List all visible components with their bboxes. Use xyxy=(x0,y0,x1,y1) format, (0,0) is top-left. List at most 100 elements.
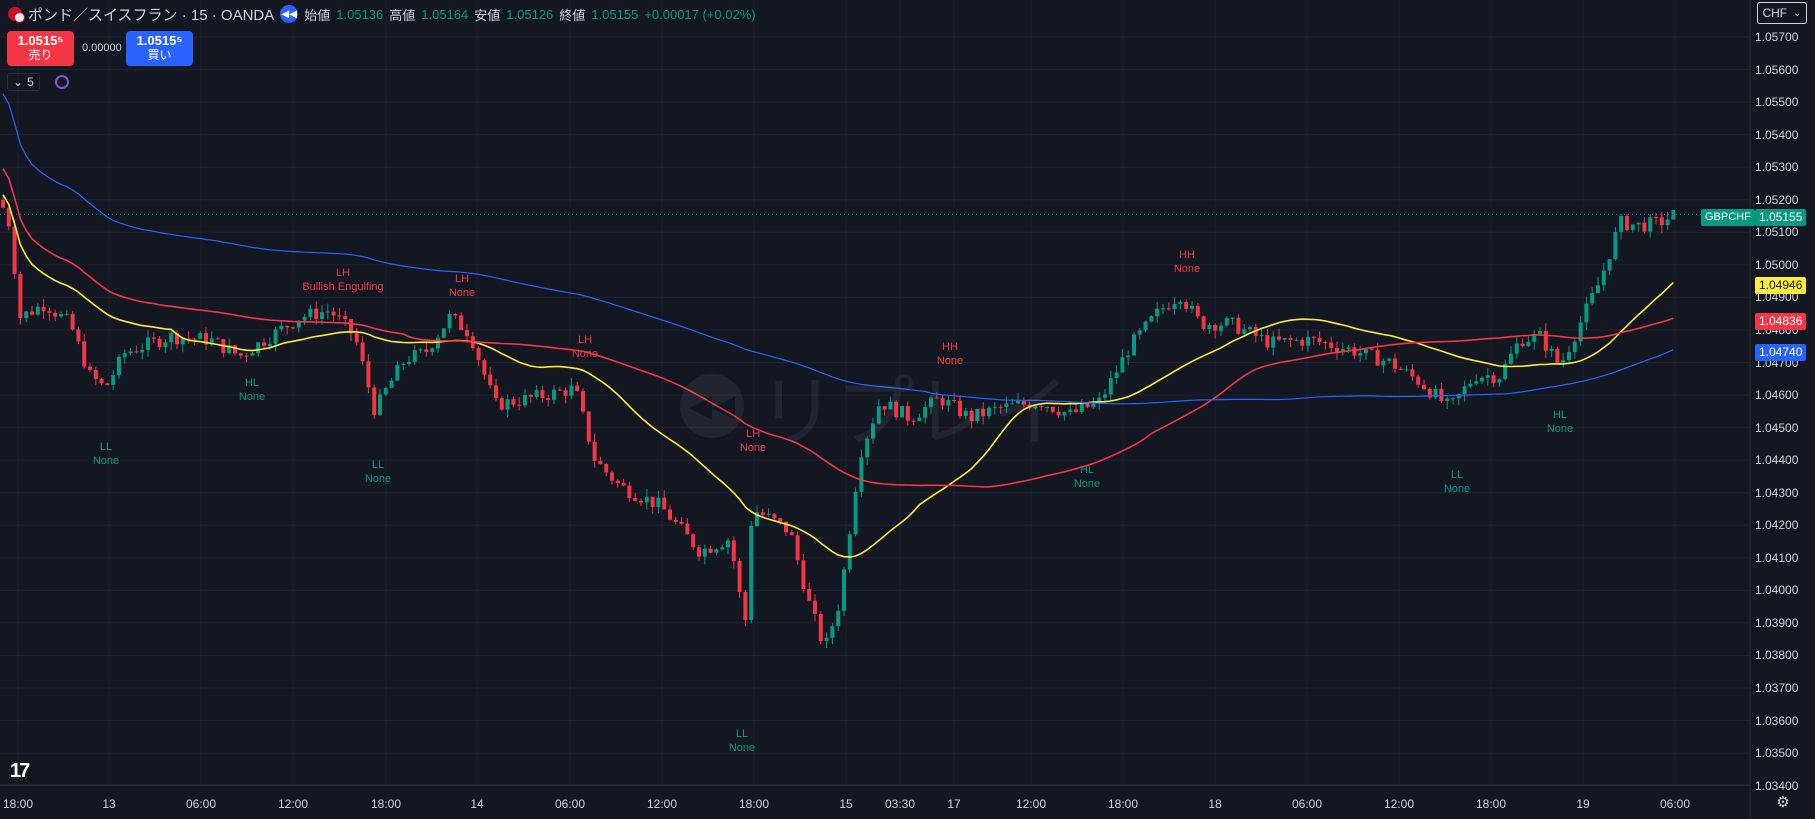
candle-body xyxy=(12,226,17,274)
swing-annotation: LL None xyxy=(728,728,756,754)
candle-body xyxy=(1155,308,1160,317)
time-axis-label: 12:00 xyxy=(1383,797,1415,811)
candle-body xyxy=(934,397,939,399)
time-axis-label: 14 xyxy=(470,797,484,811)
candle-body xyxy=(900,406,904,418)
tradingview-logo[interactable]: 17 xyxy=(10,760,30,782)
ma-blue-tag: 1.04740 xyxy=(1755,344,1807,361)
candle-body xyxy=(528,394,533,397)
candle-body xyxy=(1346,347,1351,350)
candle-body xyxy=(905,406,910,421)
candle-body xyxy=(1630,224,1635,230)
candle-body xyxy=(1352,347,1357,356)
candle-body xyxy=(842,569,846,611)
time-axis-label: 17 xyxy=(947,797,961,811)
candle-body xyxy=(430,348,435,352)
candle-body xyxy=(720,547,725,550)
candle-body xyxy=(992,406,997,408)
price-axis-label: 1.04400 xyxy=(1755,453,1799,468)
candle-body xyxy=(708,548,713,553)
candle-body xyxy=(1242,329,1247,334)
candle-body xyxy=(923,407,928,418)
candle-body xyxy=(262,342,266,347)
time-axis-label: 13 xyxy=(102,797,116,811)
indicators-toggle-button[interactable]: ⌄ 5 xyxy=(7,73,40,91)
candle-body xyxy=(1323,341,1328,343)
candle-body xyxy=(1387,358,1392,361)
candle-body xyxy=(146,337,150,350)
candle-body xyxy=(250,353,255,356)
swing-annotation: LL None xyxy=(92,441,120,467)
replay-watermark-icon: ◀◀ xyxy=(680,374,744,438)
open-label: 始値 xyxy=(304,7,331,23)
candle-body xyxy=(1439,388,1444,401)
candle-body xyxy=(894,401,899,418)
candle-body xyxy=(853,491,858,535)
candle-body xyxy=(1248,327,1252,330)
swing-annotation: HL None xyxy=(1546,409,1574,435)
candle-body xyxy=(383,387,388,395)
candle-body xyxy=(1462,386,1467,395)
swing-annotation: HH None xyxy=(1173,249,1201,275)
candle-body xyxy=(302,316,307,321)
time-axis-label: 18:00 xyxy=(2,797,34,811)
candle-body xyxy=(1137,330,1142,335)
candle-body xyxy=(1596,285,1600,294)
candle-body xyxy=(285,325,290,328)
candle-body xyxy=(1103,394,1107,398)
time-axis-label: 18:00 xyxy=(370,797,402,811)
candle-body xyxy=(592,441,597,461)
candle-body xyxy=(1161,308,1165,310)
replay-icon[interactable]: ◀◀ xyxy=(280,5,299,23)
candle-body xyxy=(1050,406,1055,412)
candle-body xyxy=(1398,368,1403,370)
candle-body xyxy=(685,523,690,535)
time-axis-label: 06:00 xyxy=(554,797,586,811)
candle-body xyxy=(238,353,243,356)
time-axis-label: 15 xyxy=(839,797,853,811)
close-value: 1.05155 xyxy=(591,6,639,22)
candle-body xyxy=(517,404,522,406)
low-value: 1.05126 xyxy=(506,6,554,22)
symbol-price-tag: GBPCHF xyxy=(1701,209,1755,226)
candle-body xyxy=(911,420,916,422)
candle-body xyxy=(679,521,684,524)
candle-body xyxy=(1364,348,1368,354)
ma-yellow-line xyxy=(2,194,1674,558)
candle-body xyxy=(59,313,63,317)
low-label: 安値 xyxy=(474,7,501,23)
candle-body xyxy=(1143,321,1148,331)
candle-body xyxy=(668,509,672,520)
candle-body xyxy=(946,399,951,406)
candle-body xyxy=(1149,316,1154,322)
candle-body xyxy=(1648,217,1653,232)
candle-body xyxy=(53,312,58,317)
candle-body xyxy=(975,408,980,421)
swing-annotation: LH Bullish Engulfing xyxy=(302,267,384,293)
candle-body xyxy=(859,457,864,492)
candle-body xyxy=(824,637,829,642)
candle-body xyxy=(1509,353,1513,364)
candle-body xyxy=(64,313,69,315)
candle-body xyxy=(256,342,261,354)
candle-body xyxy=(1422,384,1426,390)
candle-body xyxy=(981,408,986,417)
time-axis-label: 18:00 xyxy=(738,797,770,811)
candle-body xyxy=(604,464,609,473)
candle-body xyxy=(378,394,382,415)
candle-body xyxy=(1224,317,1229,326)
candle-body xyxy=(1219,325,1223,331)
sell-button[interactable]: 1.0515⁵ 売り xyxy=(7,31,74,66)
candle-body xyxy=(1543,330,1548,351)
candle-body xyxy=(1480,377,1484,382)
candle-body xyxy=(424,349,429,352)
price-axis-label: 1.05700 xyxy=(1755,30,1799,44)
symbol-title[interactable]: ポンド／スイスフラン · 15 · OANDA xyxy=(28,6,275,24)
settings-gear-icon[interactable]: ⚙ xyxy=(1776,794,1790,811)
candle-body xyxy=(998,406,1003,408)
buy-button[interactable]: 1.0515⁵ 買い xyxy=(126,31,193,66)
candle-body xyxy=(1619,215,1624,233)
candle-body xyxy=(35,306,40,315)
currency-select[interactable]: CHF ⌄ xyxy=(1757,2,1807,24)
